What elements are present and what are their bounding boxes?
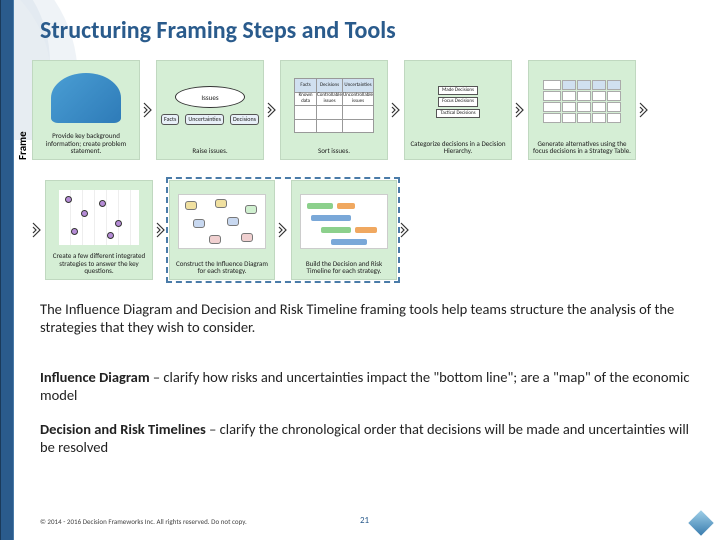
- frame-axis-label: Frame: [16, 131, 29, 160]
- influence-diagram-icon: [178, 194, 266, 249]
- framing-process-diagram: Frame Provide key background information…: [18, 60, 708, 290]
- process-row-1: Provide key background information; crea…: [32, 60, 649, 160]
- left-accent-stripe: [0, 0, 14, 540]
- card-background-info: Provide key background information; crea…: [32, 60, 140, 160]
- integrated-strategies-icon: [59, 190, 139, 245]
- card-influence-diagram: Construct the Influence Diagram for each…: [169, 180, 275, 280]
- body-paragraph-2: Influence Diagram – clarify how risks an…: [40, 368, 690, 404]
- arrow-icon: [32, 222, 42, 238]
- arrow-icon: [156, 222, 166, 238]
- influence-diagram-term: Influence Diagram: [40, 368, 150, 386]
- card-integrated-strategies: Create a few different integrated strate…: [45, 180, 153, 280]
- card-sort-issues: Facts Decisions Uncertainties Known data…: [280, 60, 388, 160]
- card-decision-hierarchy: Made Decisions Focus Decisions Tactical …: [404, 60, 512, 160]
- process-row-2: Create a few different integrated strate…: [32, 180, 410, 280]
- arrow-icon: [515, 102, 525, 118]
- highlighted-tools-group: Construct the Influence Diagram for each…: [169, 180, 397, 280]
- body-paragraph-1: The Influence Diagram and Decision and R…: [40, 300, 690, 336]
- arrow-icon: [391, 102, 401, 118]
- arrow-icon: [639, 102, 649, 118]
- globe-newspaper-icon: [51, 73, 121, 123]
- arrow-icon: [267, 102, 277, 118]
- risk-timeline-icon: [300, 194, 388, 249]
- corner-logo-icon: [688, 510, 713, 535]
- card-strategy-table: Generate alternatives using the focus de…: [528, 60, 636, 160]
- risk-timelines-term: Decision and Risk Timelines: [40, 420, 206, 438]
- page-number: 21: [360, 515, 369, 526]
- card-risk-timeline: Build the Decision and Risk Timeline for…: [291, 180, 397, 280]
- issues-oval: Issues: [175, 86, 245, 108]
- strategy-table-icon: [543, 80, 621, 123]
- arrow-icon: [143, 102, 153, 118]
- body-paragraph-3: Decision and Risk Timelines – clarify th…: [40, 420, 690, 456]
- copyright-footer: © 2014 - 2016 Decision Frameworks Inc. A…: [40, 517, 247, 526]
- arrow-icon: [400, 222, 410, 238]
- sort-table-icon: Facts Decisions Uncertainties Known data…: [294, 78, 374, 133]
- card-raise-issues: Issues Facts Uncertainties Decisions Rai…: [156, 60, 264, 160]
- slide-title: Structuring Framing Steps and Tools: [40, 16, 396, 45]
- hierarchy-icon: Made Decisions Focus Decisions Tactical …: [436, 86, 479, 119]
